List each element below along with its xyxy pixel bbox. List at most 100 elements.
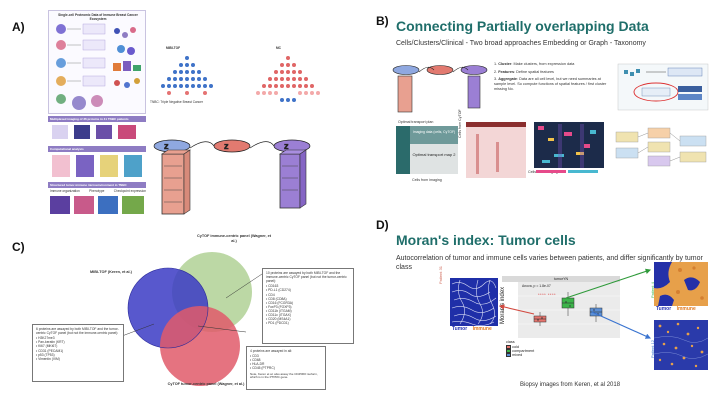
panel-d-title: Moran's index: Tumor cells [396, 232, 576, 248]
section-band-3: Structured tumor-immune microenvironment… [48, 182, 146, 188]
tumor-label: Tumor [452, 326, 468, 332]
box-mibi-immune-list: CD163 PD-L1 (CD274) CD4 CD8 (CD8A) CD16 … [266, 284, 350, 325]
panel-d-description: Autocorrelation of tumor and immune cell… [396, 255, 703, 272]
svg-text:𝐳: 𝐳 [284, 141, 289, 151]
legend-item-cold: cold [506, 345, 534, 349]
list-item: CD68 [250, 358, 322, 362]
legend-item-mixed: mixed [506, 353, 534, 357]
panel-letter-c: C) [12, 240, 25, 254]
arrows [498, 268, 652, 339]
heatmap-left-band [466, 122, 526, 127]
heatmap-left-stripe-2 [496, 142, 499, 172]
list-item: Ki67 (MKI67) [36, 344, 120, 348]
heatmap-left [466, 122, 526, 178]
pipeline-diagram [617, 63, 709, 111]
bottom-label-2: Phenotype [89, 189, 105, 193]
patient-right-top-label: Patient 4 [650, 282, 655, 298]
list-item: H3K27me3 [36, 336, 120, 340]
bottom-label-1: Immune organization [50, 189, 80, 193]
list-item: CD163 [266, 284, 350, 288]
bottom-label-3: Checkpoint expression [113, 189, 146, 193]
tme-icons [50, 196, 144, 214]
list-item: p53 (TP53) [36, 353, 120, 357]
heatmap-left-stripe [476, 134, 479, 174]
right-legend-labels: Tumor Immune [656, 306, 696, 312]
transport-box: Optimal transport map 2 [410, 144, 458, 174]
box-all-three-list: CD3 CD68 HLA-DR CD45 (PTPRC) [250, 354, 322, 370]
section-band-1: Multiplexed imaging of 36 proteins in 41… [48, 116, 146, 122]
label-cytof-immune: CyTOF immune-centric panel (Wagner, et a… [196, 234, 272, 243]
legend-item-compartment: compartment [506, 349, 534, 353]
workflow-figure: Single-cell Proteomic Data of Immune Bre… [48, 10, 146, 114]
panel-a: Single-cell Proteomic Data of Immune Bre… [44, 10, 334, 222]
imaging-icons [52, 125, 136, 139]
list-item: CD3 [250, 354, 322, 358]
transport-x-label: Cells from imaging [412, 178, 442, 182]
venn-diagram [127, 252, 252, 386]
list-item: CD11b (ITGAM) [266, 309, 350, 313]
mibi-label: MIBI-TOF [166, 46, 181, 50]
biopsy-left [450, 278, 498, 326]
list-item: CD20 (MS4A1) [266, 317, 350, 321]
box-all-three: 4 proteins are assayed in all: CD3 CD68 … [246, 346, 326, 390]
list-item: FoxP3 (FOXP3) [266, 305, 350, 309]
class-legend: class cold compartment mixed [506, 340, 534, 357]
list-item: Vimentin (VIM) [36, 357, 120, 361]
step-2: 2. Features: Define spatial features [494, 69, 554, 74]
immune-label: Immune [472, 326, 492, 332]
heatmap-right-colorbar [536, 170, 598, 173]
panel-letter-b: B) [376, 14, 389, 28]
transport-y-label: Cells from CyTOF [458, 109, 462, 138]
panel-letter-a: A) [12, 20, 25, 34]
left-legend-labels: Tumor Immune [452, 326, 492, 332]
panel-b-subtitle: Cells/Clusters/Clinical - Two broad appr… [396, 40, 646, 47]
list-item: CD31 (PECAM1) [36, 349, 120, 353]
box-mibi-tumor: 6 proteins are assayed by both MIBI-TOF … [32, 324, 124, 382]
workflow-header: Single-cell Proteomic Data of Immune Bre… [58, 13, 138, 21]
legend-title: class [506, 340, 515, 344]
taxonomy-diagram [615, 127, 707, 167]
list-item: CD8 (CD8A) [266, 297, 350, 301]
list-item: CD16 (FCGR3A) [266, 301, 350, 305]
transport-side-bar [396, 126, 410, 174]
section-2-title: Computational analysis [50, 147, 84, 151]
panel-c: CyTOF immune-centric panel (Wagner, et a… [30, 228, 360, 398]
workflow-graphic [56, 23, 141, 110]
bottom-labels: Immune organization Phenotype Checkpoint… [50, 189, 146, 193]
box-mibi-tumor-list: H3K27me3 Pan-keratin (KRT) Ki67 (MKI67) … [36, 336, 120, 361]
step-1: 1. Cluster: Make clusters, from expressi… [494, 62, 575, 66]
sketch-blocks: 𝐳 𝐳 𝐳 [153, 139, 311, 215]
mc-label: MC [276, 46, 281, 50]
panel-d: Moran's index: Tumor cells Autocorrelati… [388, 222, 714, 400]
transport-title: Optimal transport plan [398, 120, 434, 124]
list-item: CD4 [266, 293, 350, 297]
mc-people-icons [256, 56, 320, 102]
biopsy-right-bottom [654, 320, 708, 370]
biopsy-right-top [654, 262, 708, 306]
boxplot-container: tumorYN Anova, p = 1.8e-07 **** **** Mor… [500, 276, 620, 338]
list-item: PD1 (PDCD1) [266, 321, 350, 325]
label-cytof-tumor: CyTOF tumor-centric panel (Wagner, et al… [167, 382, 245, 386]
list-item: Pan-keratin (KRT) [36, 340, 120, 344]
mibi-people-icons [161, 56, 213, 95]
sig-marks: **** **** [538, 292, 557, 297]
section-band-2: Computational analysis [48, 146, 146, 152]
box-mibi-immune-title: 10 proteins are assayed by both MIBI-TOF… [266, 271, 347, 284]
box-all-three-note: Note, Keren et al. also assay the CD45RO… [250, 371, 318, 380]
panel-letter-d: D) [376, 218, 389, 232]
panel-b-title: Connecting Partially overlapping Data [396, 18, 649, 34]
tnbc-legend: TNBC: Triple Negative Breast Cancer [150, 100, 203, 104]
list-item: CD11c (ITGAX) [266, 313, 350, 317]
list-item: CD45 (PTPRC) [250, 366, 322, 370]
svg-text:𝐳: 𝐳 [224, 141, 229, 151]
list-item: HLA-DR [250, 362, 322, 366]
svg-text:𝐳: 𝐳 [164, 141, 169, 151]
step-3: 3. Aggregate: Data are all cell level, b… [494, 77, 607, 91]
box-mibi-immune: 10 proteins are assayed by both MIBI-TOF… [262, 268, 354, 344]
box-all-three-title: 4 proteins are assayed in all: [250, 349, 292, 353]
boxplot-header: tumorYN [502, 276, 620, 282]
patient-right-bottom-label: Patient 12 [650, 339, 655, 358]
stat-text: Anova, p = 1.8e-07 [522, 284, 551, 288]
boxplot-svg [518, 292, 620, 326]
steps-list: 1. Cluster: Make clusters, from expressi… [494, 62, 612, 92]
